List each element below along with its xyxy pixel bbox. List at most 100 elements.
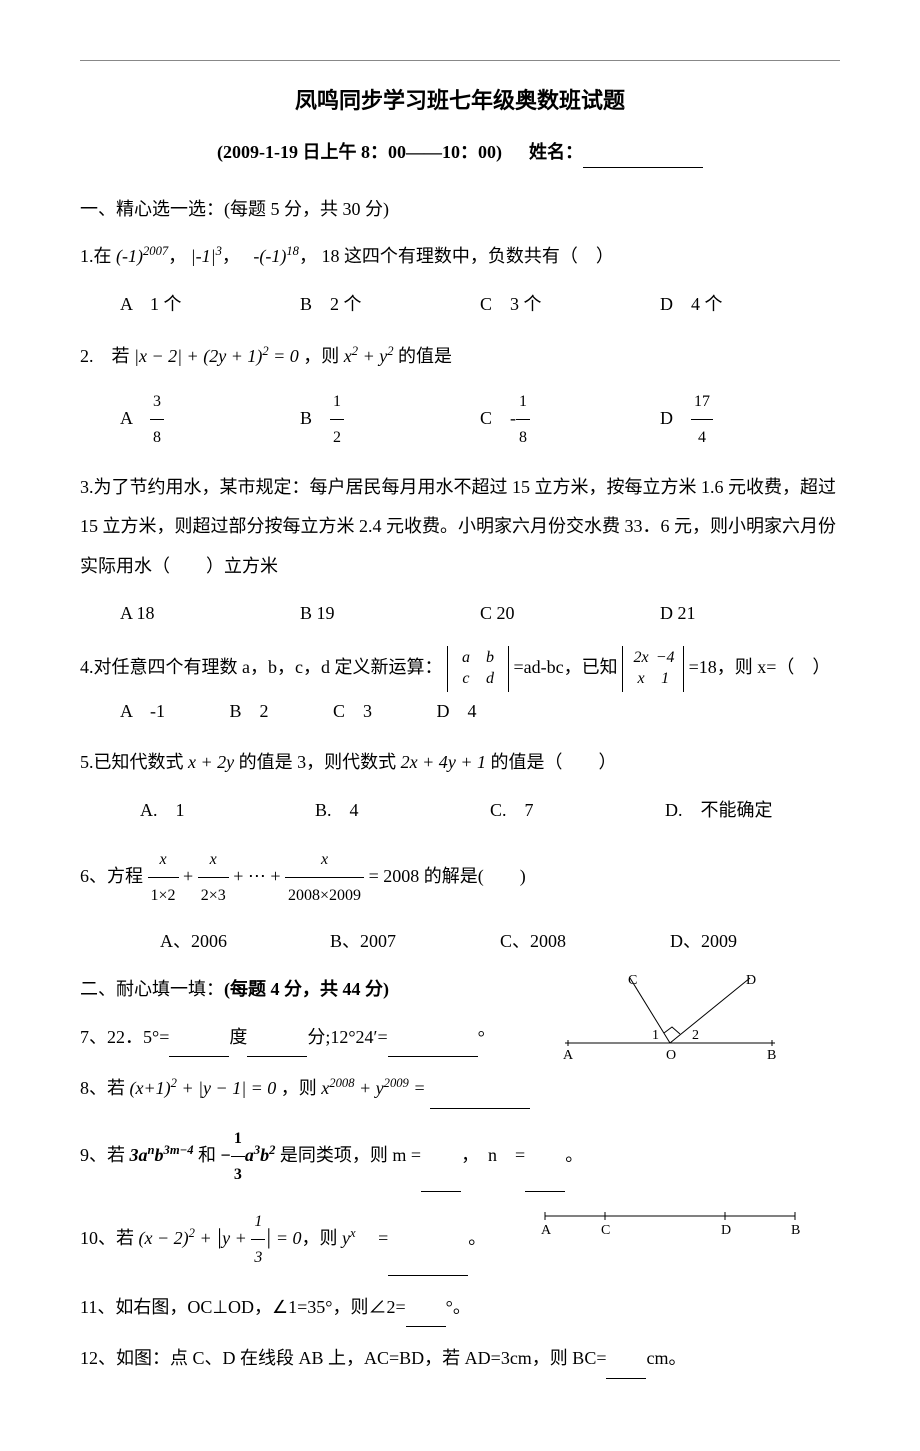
q8-mid: ，则 — [281, 1078, 317, 1098]
q6-suffix: 的解是( ) — [424, 866, 526, 886]
q10-blank[interactable] — [388, 1257, 468, 1276]
section1-header: 一、精心选一选：(每题 5 分，共 30 分) — [80, 193, 840, 225]
q12-blank[interactable] — [606, 1360, 646, 1379]
q2-suffix: 的值是 — [398, 346, 452, 366]
exam-subtitle: (2009-1-19 日上午 8：00——10：00) 姓名： — [80, 136, 840, 168]
svg-text:B: B — [767, 1048, 776, 1063]
q3-opt-c: C 20 — [480, 594, 660, 634]
q9-mid: 是同类项，则 m = — [280, 1145, 421, 1165]
q9-blank-n[interactable] — [525, 1173, 565, 1192]
q1-expr1: (-1)2007 — [116, 246, 168, 266]
q9-suffix: 。 — [565, 1145, 583, 1165]
q4-opt-a: A -1 — [120, 701, 165, 721]
q4-options: A -1 B 2 C 3 D 4 — [80, 692, 840, 732]
q7-u1: 度 — [229, 1027, 247, 1047]
q5-expr1: x + 2y — [188, 752, 234, 772]
q9-blank-m[interactable] — [421, 1173, 461, 1192]
q6-prefix: 6、方程 — [80, 866, 143, 886]
q1-expr2: |-1|3 — [191, 246, 222, 266]
q2-mid: ，则 — [303, 346, 339, 366]
q12: 12、如图：点 C、D 在线段 AB 上，AC=BD，若 AD=3cm，则 BC… — [80, 1339, 840, 1379]
q7-stem: 7、22．5°= — [80, 1027, 169, 1047]
q2-cond: |x − 2| + (2y + 1)2 = 0 — [134, 346, 299, 366]
s2-bold: (每题 4 分，共 44 分) — [224, 979, 389, 999]
q2-prefix: 2. 若 — [80, 346, 130, 366]
q10-cond: (x − 2)2 + |y + 13| = 0 — [139, 1228, 302, 1248]
q9-mid2: ， n = — [461, 1145, 525, 1165]
q2-opt-c: C -18 — [480, 384, 660, 455]
q5-prefix: 5.已知代数式 — [80, 752, 188, 772]
q6-rhs: = 2008 — [369, 866, 420, 886]
q7-u2: 分;12°24′= — [307, 1027, 387, 1047]
q12-text: 12、如图：点 C、D 在线段 AB 上，AC=BD，若 AD=3cm，则 BC… — [80, 1348, 606, 1368]
q4-det1: ab cd — [447, 646, 509, 692]
figure-line: ACDB — [540, 1204, 800, 1234]
q4-mid2: =18，则 x=（ ） — [689, 657, 831, 677]
q1: 1.在 (-1)2007， |-1|3， -(-1)18， 18 这四个有理数中… — [80, 237, 840, 324]
q4-prefix: 4.对任意四个有理数 a，b，c，d 定义新运算： — [80, 657, 442, 677]
name-blank[interactable] — [583, 167, 703, 168]
q2: 2. 若 |x − 2| + (2y + 1)2 = 0 ，则 x2 + y2 … — [80, 337, 840, 456]
q6-term2: x2×3 — [198, 842, 229, 913]
q5-opt-d: D. 不能确定 — [665, 791, 840, 831]
q1-expr3: -(-1)18 — [253, 246, 299, 266]
exam-time: (2009-1-19 日上午 8：00——10：00) — [217, 142, 502, 162]
q5-opt-a: A. 1 — [140, 791, 315, 831]
section2-header: 二、耐心填一填：(每题 4 分，共 44 分) AOBCD12 — [80, 973, 840, 1005]
svg-text:2: 2 — [692, 1028, 699, 1043]
q10-eq: = — [360, 1228, 388, 1248]
q5-opt-c: C. 7 — [490, 791, 665, 831]
q7-u3: ° — [478, 1027, 485, 1047]
q5-expr2: 2x + 4y + 1 — [401, 752, 486, 772]
q9-prefix: 9、若 — [80, 1145, 130, 1165]
name-label: 姓名： — [529, 142, 583, 162]
q10-suffix: 。 — [468, 1228, 486, 1248]
q7-blank3[interactable] — [388, 1038, 478, 1057]
q5-opt-b: B. 4 — [315, 791, 490, 831]
q3-opt-a: A 18 — [120, 594, 300, 634]
q1-prefix: 1.在 — [80, 246, 112, 266]
q6-opt-c: C、2008 — [500, 922, 670, 962]
q9-t1: 3anb3m−4 — [130, 1145, 194, 1165]
q2-options: A 38 B 12 C -18 D 174 — [80, 384, 840, 455]
q10: 10、若 (x − 2)2 + |y + 13| = 0，则 yx =。 ACD… — [80, 1204, 840, 1275]
q3-options: A 18 B 19 C 20 D 21 — [80, 594, 840, 634]
q3-opt-b: B 19 — [300, 594, 480, 634]
exam-title: 凤鸣同步学习班七年级奥数班试题 — [80, 81, 840, 121]
q7-blank1[interactable] — [169, 1038, 229, 1057]
q1-opt-c: C 3 个 — [480, 285, 660, 325]
q4-opt-c: C 3 — [333, 701, 372, 721]
q7-blank2[interactable] — [247, 1038, 307, 1057]
q8-cond: (x+1)2 + |y − 1| = 0 — [130, 1078, 277, 1098]
q4-opt-b: B 2 — [230, 701, 269, 721]
q8: 8、若 (x+1)2 + |y − 1| = 0 ，则 x2008 + y200… — [80, 1069, 840, 1109]
q3-opt-d: D 21 — [660, 594, 840, 634]
q6-opt-b: B、2007 — [330, 922, 500, 962]
q6: 6、方程 x1×2 + x2×3 + ⋯ + x2008×2009 = 2008… — [80, 842, 840, 961]
svg-text:C: C — [601, 1223, 610, 1234]
q10-target: yx — [342, 1228, 356, 1248]
svg-text:1: 1 — [652, 1028, 659, 1043]
q4-opt-d: D 4 — [437, 701, 477, 721]
figure-angle: AOBCD12 — [560, 973, 780, 1063]
q8-blank[interactable] — [430, 1090, 530, 1109]
q4: 4.对任意四个有理数 a，b，c，d 定义新运算： ab cd =ad-bc，已… — [80, 646, 840, 731]
q6-term-last: x2008×2009 — [285, 842, 364, 913]
q9-t2: −13a3b2 — [221, 1145, 276, 1165]
svg-text:A: A — [563, 1048, 574, 1063]
q11-blank[interactable] — [406, 1308, 446, 1327]
q5-options: A. 1 B. 4 C. 7 D. 不能确定 — [80, 791, 840, 831]
q1-expr4: 18 — [321, 246, 339, 266]
svg-text:D: D — [746, 973, 756, 988]
q1-suffix: 这四个有理数中，负数共有（ ） — [344, 246, 614, 266]
q2-opt-b: B 12 — [300, 384, 480, 455]
q12-suffix: cm。 — [646, 1348, 686, 1368]
q5-suffix: 的值是（ ） — [490, 752, 616, 772]
q1-opt-b: B 2 个 — [300, 285, 480, 325]
q5: 5.已知代数式 x + 2y 的值是 3，则代数式 2x + 4y + 1 的值… — [80, 743, 840, 830]
q11: 11、如右图，OC⊥OD，∠1=35°，则∠2=°。 — [80, 1288, 840, 1328]
q8-prefix: 8、若 — [80, 1078, 125, 1098]
q4-det2: 2x−4 x1 — [622, 646, 684, 692]
s2-prefix: 二、耐心填一填： — [80, 979, 224, 999]
q8-target: x2008 + y2009 = — [321, 1078, 425, 1098]
